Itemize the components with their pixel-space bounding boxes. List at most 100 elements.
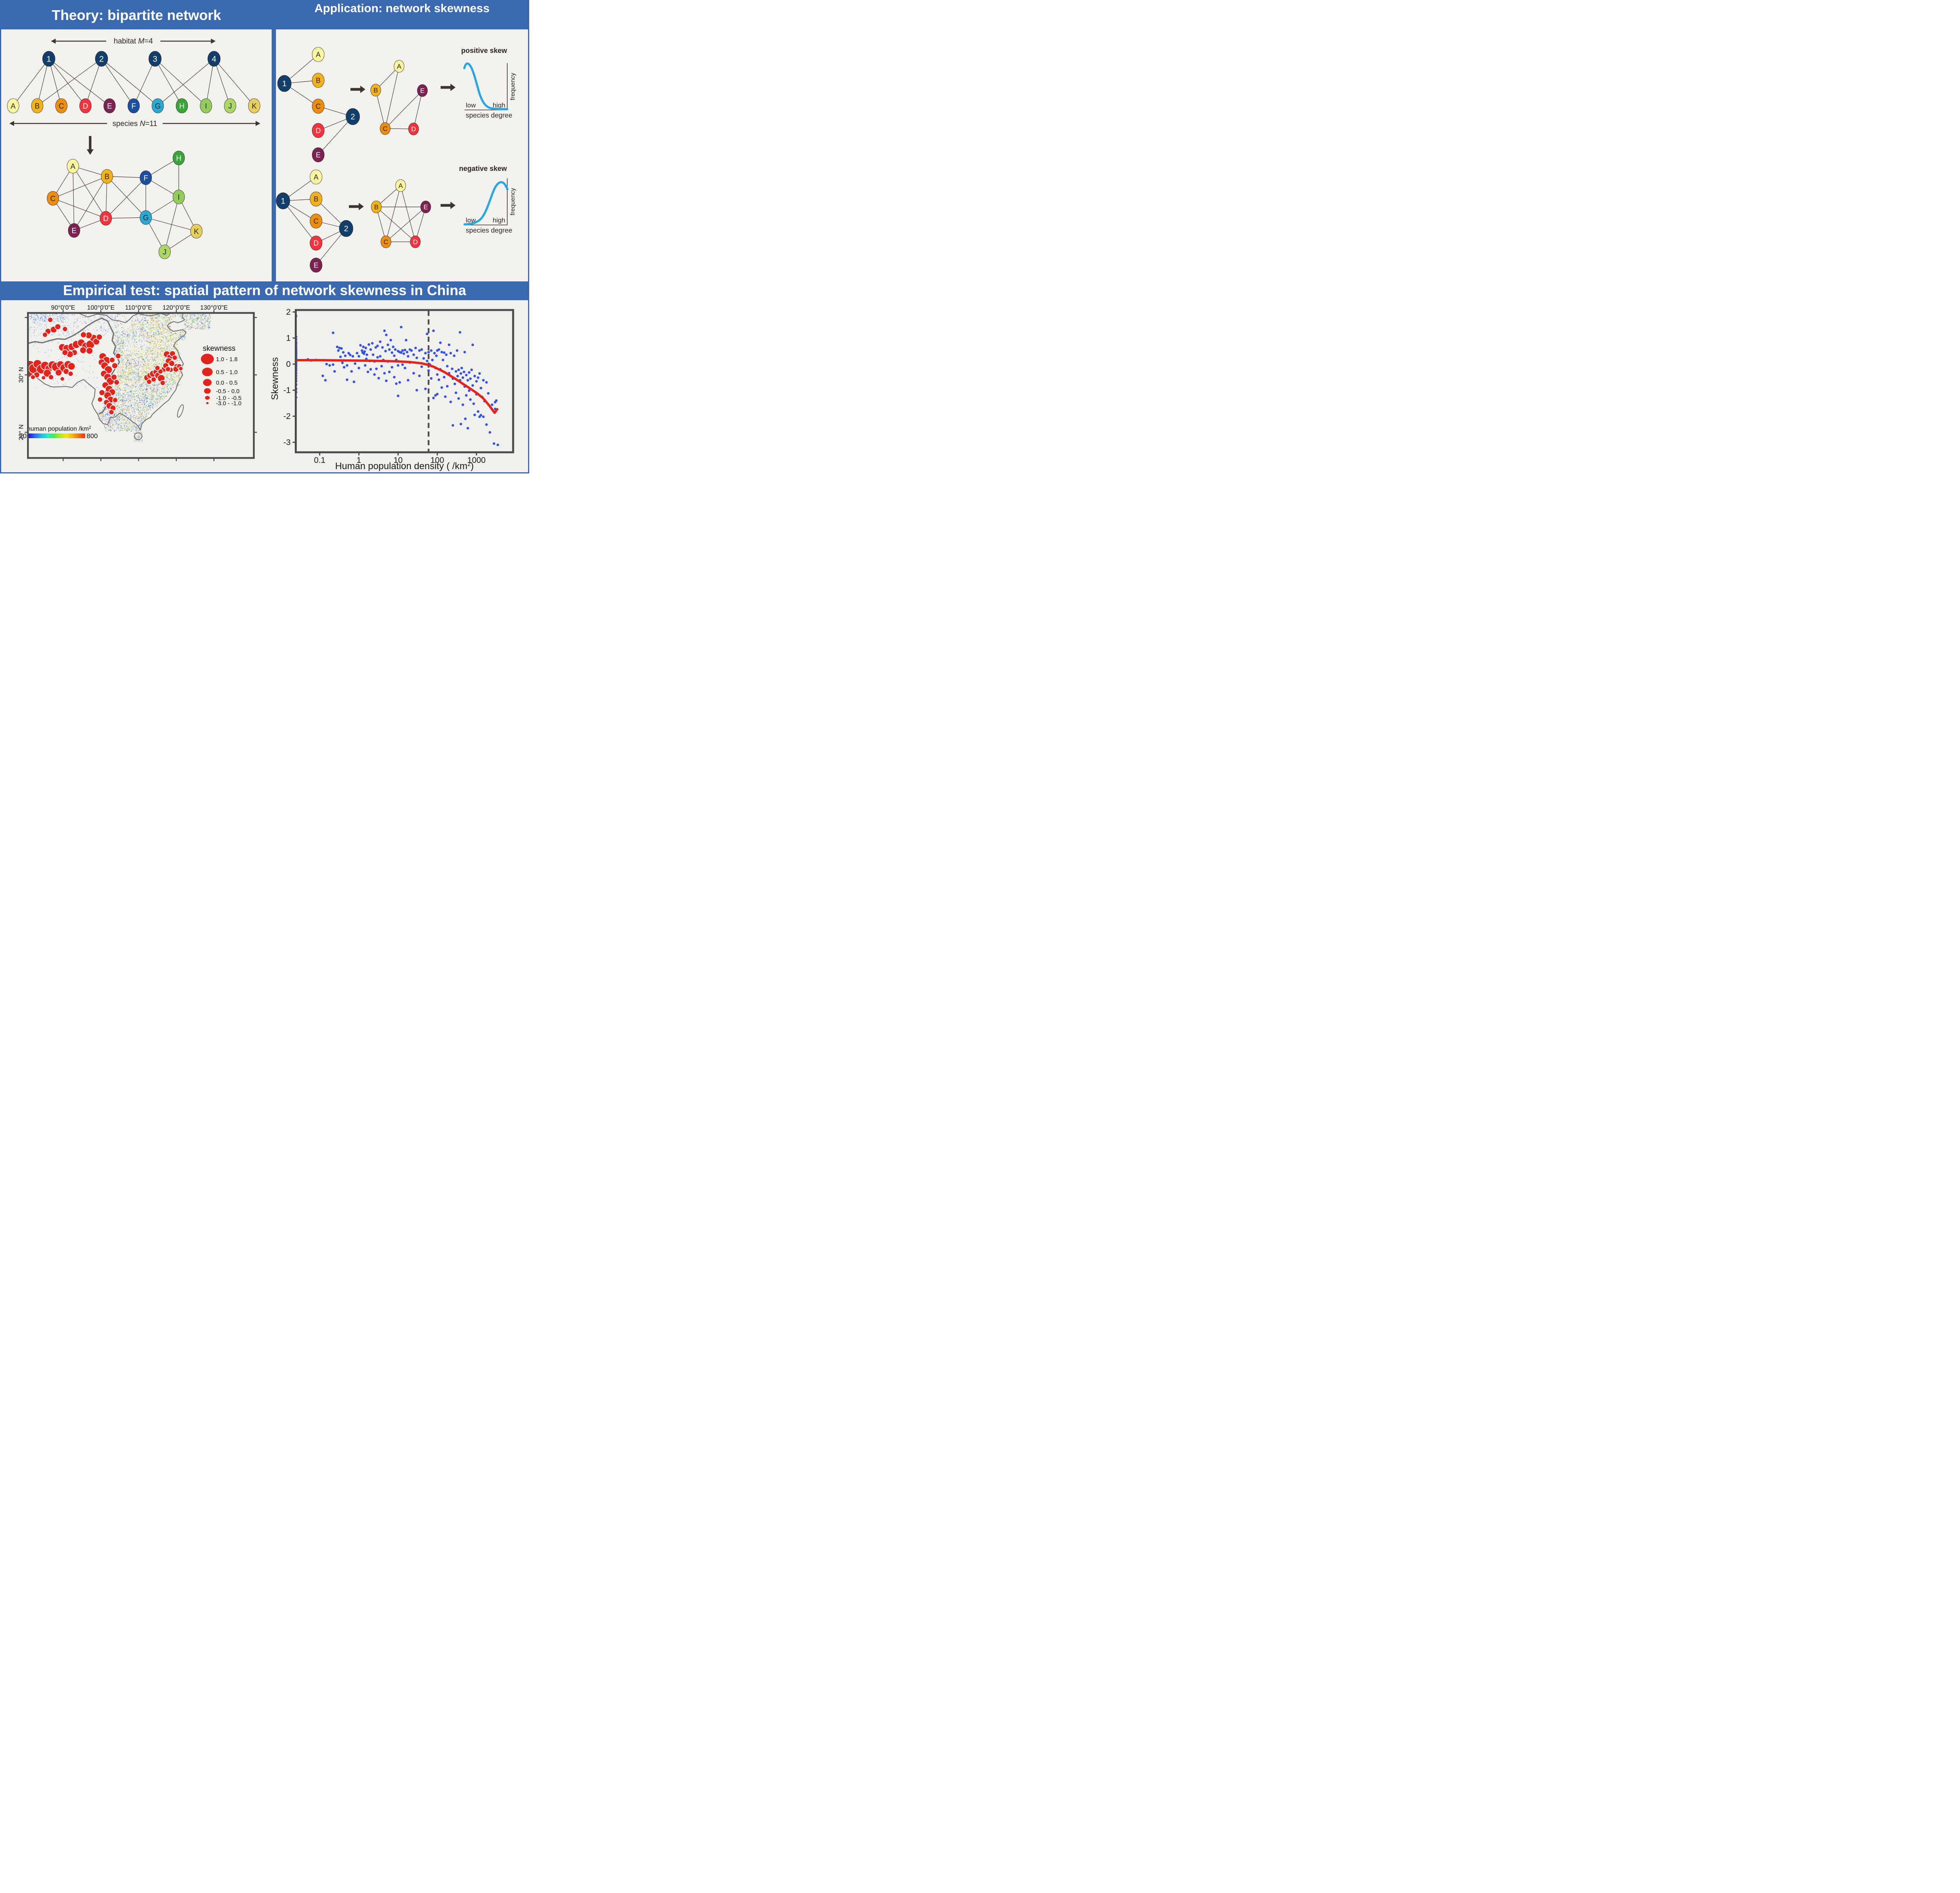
scatter-point [379,355,382,358]
node-label-E: E [420,87,425,94]
legend-circle [203,379,212,386]
scatter-point [471,384,474,387]
scatter-point [472,402,475,405]
scatter-point [426,359,428,363]
node-label-4: 4 [212,55,216,64]
bipartite-edge [214,58,230,106]
scatter-point [492,442,495,445]
theory-diagram: habitat M=4 species N=11 1 2 3 4 A B C D E F G H I J K A B… [7,37,260,259]
projection-edge [107,176,146,218]
scatter-point [456,349,459,352]
scatter-point [400,351,403,354]
node-label-A: A [397,63,401,70]
projection-edge [145,217,197,232]
species-node-E [103,98,116,113]
projection-node-F [140,170,152,185]
scatter-point [436,373,439,376]
map-lon-label: 120°0'0"E [163,305,190,311]
scatter-point [376,356,379,359]
row1-arrow-icon [441,83,456,91]
node-label-B: B [374,87,378,94]
scatter-point [469,377,472,380]
scatter-point [443,376,446,379]
colorbar-min: 10 [19,432,27,440]
scatter-point [405,339,408,342]
scatter-point [379,340,382,343]
scatter-point [412,372,415,375]
lake-circle [48,374,54,380]
node-label-B: B [105,173,110,181]
row1-arrow-icon [350,85,365,93]
scatter-point [432,329,435,332]
node-label-J: J [228,102,232,111]
scatter-point [431,359,434,361]
scatter-point [449,352,452,355]
scatter-x-tick-label: 1 [357,456,361,465]
node-label-D: D [413,238,417,246]
scatter-point [468,389,471,392]
scatter-point [418,349,421,352]
node-label-H: H [179,102,185,111]
row2-arrow-icon [441,201,456,209]
node-label-K: K [252,102,257,111]
scatter-point [491,403,494,406]
scatter-point [415,389,418,392]
trend-line [295,359,499,414]
scatter-point [401,363,404,366]
bipartite-edge [158,58,214,106]
hainan-outline [134,432,143,440]
scatter-y-tick-label: 1 [286,334,291,343]
scatter-point [445,353,448,356]
node-label-E: E [72,227,77,235]
scatter-point [385,334,388,336]
colorbar-title: human population /km2 [27,425,91,432]
scatter-point [374,346,377,349]
node-label-F: F [143,174,148,182]
scatter-x-tick-label: 10 [394,456,403,465]
map-lon-label: 90°0'0"E [51,305,75,311]
row1-skew-curve [463,62,508,111]
node-label-B: B [374,203,378,211]
lake-circle [80,331,87,338]
taiwan-outline [177,404,184,418]
china-population-raster [1,300,528,472]
map-lon-label: 100°0'0"E [87,305,114,311]
scatter-point [460,366,463,370]
row2-bipartite-edge [316,228,347,265]
scatter-point [377,377,380,380]
scatter-point [388,370,391,374]
scatter-point [342,351,345,354]
bipartite-edge [205,58,214,106]
species-node-J [224,98,236,113]
row2-projection-node-C [381,236,391,248]
scatter-point [422,357,425,360]
scatter-point [407,355,410,358]
node-label-E: E [423,203,428,211]
row1-skew-ylabel: frequency [510,73,516,100]
scatter-point [479,386,483,390]
row2-habitat-node-1 [276,192,290,209]
species-arrow-head-right [256,121,260,126]
scatter-xlabel: Human population density ( /km2) [335,461,474,471]
theory-title: Theory: bipartite network [51,7,221,23]
lake-circle [79,346,87,354]
scatter-point [383,329,386,332]
lake-circle [165,366,171,372]
scatter-point [346,364,348,367]
scatter-point [406,351,408,354]
scatter-point [457,368,460,371]
scatter-point [446,365,449,368]
row1-habitat-node-2 [346,108,360,125]
legend-range-label: 1.0 - 1.8 [216,356,238,363]
scatter-point [459,372,462,375]
projection-edge [73,166,74,231]
panel-empirical: skewness 1.0 - 1.8 0.5 - 1.0 0.0 - 0.5 -0.5 … [1,300,528,472]
scatter-x-tick-label: 0.1 [314,456,325,465]
row1-projection-node-D [408,123,419,135]
row2-species-node-A [310,169,323,185]
scatter-point [400,326,403,328]
projection-node-J [158,245,171,259]
scatter-point [401,349,404,352]
projection-node-D [100,211,112,226]
bipartite-edge [13,58,49,106]
